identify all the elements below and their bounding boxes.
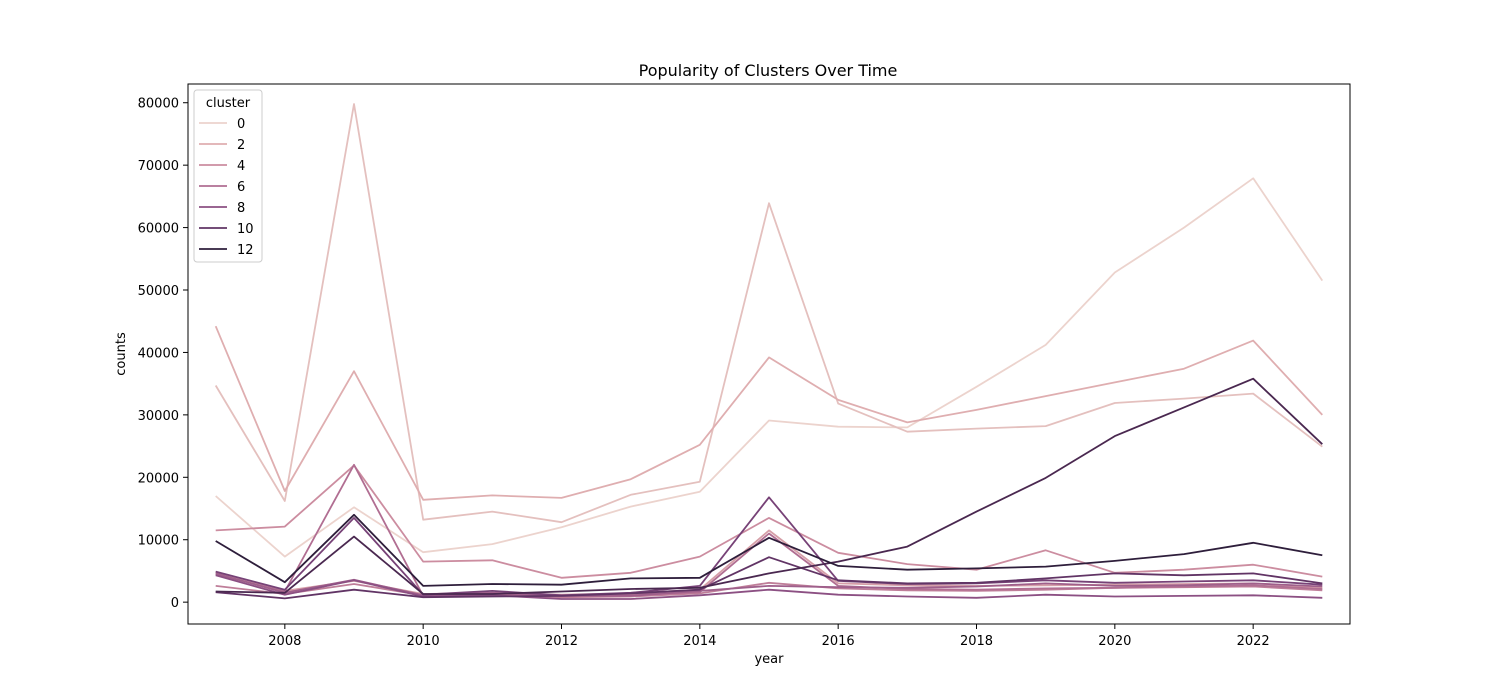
- legend-title: cluster: [206, 96, 251, 111]
- legend-entries: 0 2 4 6 8 10 12: [199, 117, 254, 258]
- y-tick-label: 70000: [138, 159, 179, 174]
- series-line-2: [214, 325, 1323, 501]
- x-tick-label: 2018: [960, 634, 993, 649]
- x-tick-label: 2020: [1098, 634, 1131, 649]
- x-axis-label: year: [754, 652, 784, 667]
- series-line-9: [215, 496, 1323, 597]
- series-line-7: [215, 572, 1323, 597]
- legend-label: 6: [237, 180, 245, 195]
- legend-label: 12: [237, 243, 254, 258]
- x-tick-label: 2012: [545, 634, 578, 649]
- x-tick-label: 2022: [1237, 634, 1270, 649]
- y-axis-label: counts: [114, 332, 129, 376]
- legend-label: 10: [237, 222, 254, 237]
- x-tick-label: 2016: [822, 634, 855, 649]
- y-tick-label: 80000: [138, 97, 179, 112]
- series-layer: [214, 103, 1324, 600]
- y-tick-label: 30000: [138, 409, 179, 424]
- series-line-8: [215, 574, 1323, 600]
- legend-label: 2: [237, 138, 245, 153]
- series-line-0: [215, 177, 1324, 558]
- y-tick-label: 40000: [138, 346, 179, 361]
- x-tick-label: 2014: [683, 634, 716, 649]
- x-axis: 2008 2010 2012 2014 2016 2018 2020 2022: [268, 624, 1270, 649]
- x-tick-label: 2010: [407, 634, 440, 649]
- legend-label: 0: [237, 117, 245, 132]
- series-line-12: [215, 513, 1323, 587]
- legend-label: 8: [237, 201, 245, 216]
- y-tick-label: 0: [171, 596, 179, 611]
- series-line-11: [215, 377, 1323, 595]
- series-line-6: [215, 463, 1323, 597]
- y-tick-label: 60000: [138, 222, 179, 237]
- legend-frame: [193, 89, 263, 263]
- y-tick-label: 10000: [138, 534, 179, 549]
- series-line-4: [215, 464, 1323, 579]
- x-tick-label: 2008: [268, 634, 301, 649]
- series-line-10: [215, 556, 1323, 600]
- y-tick-label: 20000: [138, 471, 179, 486]
- y-tick-label: 50000: [138, 284, 179, 299]
- series-line-1: [214, 103, 1323, 524]
- legend: cluster 0 2 4 6 8 10 12: [193, 89, 263, 263]
- chart-title: Popularity of Clusters Over Time: [639, 61, 898, 80]
- y-axis: 0 10000 20000 30000 40000 50000 60000 70000 8000…: [138, 97, 188, 611]
- legend-label: 4: [237, 159, 245, 174]
- plot-area-frame: [187, 83, 1351, 625]
